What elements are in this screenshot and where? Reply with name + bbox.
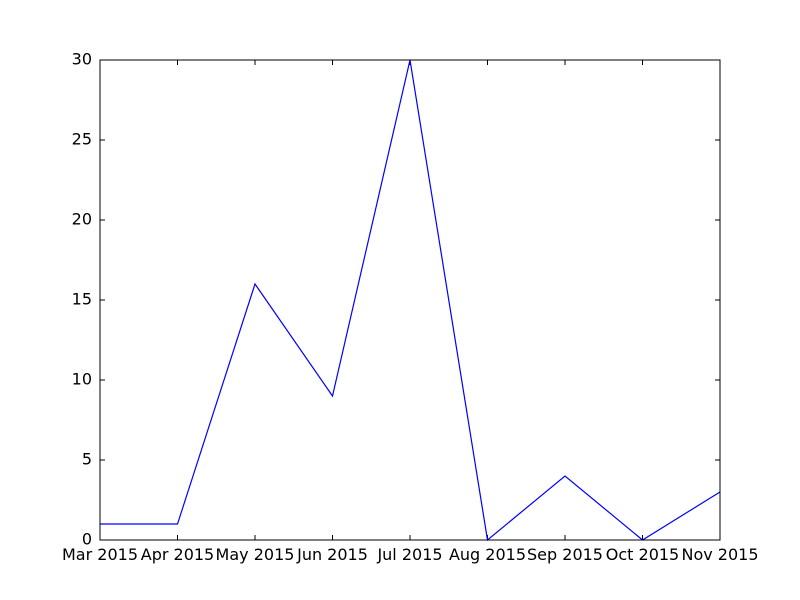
x-tick-label: Aug 2015 bbox=[449, 545, 526, 564]
x-tick-label: Jul 2015 bbox=[376, 545, 442, 564]
y-tick-label: 25 bbox=[72, 130, 92, 149]
x-tick-label: Mar 2015 bbox=[62, 545, 138, 564]
y-tick-label: 20 bbox=[72, 210, 92, 229]
x-tick-label: Sep 2015 bbox=[527, 545, 603, 564]
x-tick-label: May 2015 bbox=[216, 545, 295, 564]
x-tick-label: Apr 2015 bbox=[141, 545, 214, 564]
x-tick-label: Nov 2015 bbox=[681, 545, 758, 564]
series-line bbox=[100, 59, 721, 542]
y-tick-label: 30 bbox=[72, 50, 92, 69]
y-tick-label: 10 bbox=[72, 370, 92, 389]
plot-area-frame bbox=[99, 59, 721, 541]
x-tick-label: Oct 2015 bbox=[606, 545, 679, 564]
y-tick-label: 15 bbox=[72, 290, 92, 309]
y-tick-label: 5 bbox=[82, 450, 92, 469]
x-axis-ticks: Mar 2015 Apr 2015 May 2015 Jun 2015 Jul 2015… bbox=[62, 60, 759, 564]
y-axis-ticks: 0 5 10 15 20 25 30 bbox=[72, 50, 720, 549]
y-tick-label: 0 bbox=[82, 530, 92, 549]
series-layer bbox=[100, 59, 721, 542]
x-tick-label: Jun 2015 bbox=[296, 545, 368, 564]
